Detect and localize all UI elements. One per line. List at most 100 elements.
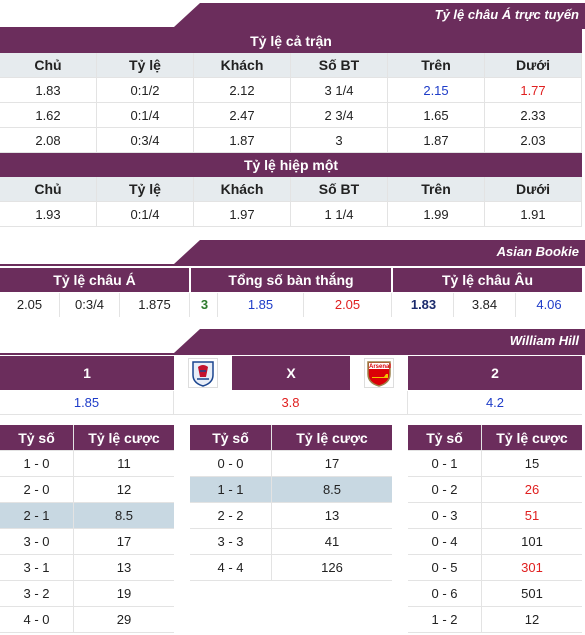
- odds-cell: 8.5: [114, 508, 134, 523]
- banner-divider: [0, 27, 585, 29]
- table-row: 4 - 0 29: [0, 607, 174, 633]
- col-header: Trên: [388, 177, 485, 202]
- odds-cell: 13: [324, 508, 340, 523]
- score-cell: 0 - 5: [408, 555, 482, 580]
- table-row: 0 - 6 501: [408, 581, 582, 607]
- odds-cell: 1.97: [194, 202, 291, 227]
- odds-cell: 51: [524, 508, 540, 523]
- score-cell: 0 - 2: [408, 477, 482, 502]
- score-cell: 1 - 2: [408, 607, 482, 632]
- odds-cell: 2.03: [485, 128, 582, 153]
- odds-cell: 29: [116, 612, 132, 627]
- odds-cell: 501: [521, 586, 543, 601]
- asian-live-banner: Tỷ lệ châu Á trực tuyến: [174, 3, 585, 27]
- odds-cell: 1.93: [0, 202, 97, 227]
- odds-cell: 0:3/4: [97, 128, 194, 153]
- odds-cell: 8.5: [322, 482, 342, 497]
- odds-cell: 15: [524, 456, 540, 471]
- odds-cell: 1.99: [388, 202, 485, 227]
- table-row: 1 - 1 8.5: [190, 477, 392, 503]
- score-cell: 0 - 3: [408, 503, 482, 528]
- score-cell: 3 - 3: [190, 529, 272, 554]
- odds-cell: 301: [521, 560, 543, 575]
- arsenal-crest-icon: Arsenal: [364, 358, 394, 388]
- table-row: 2 - 0 12: [0, 477, 174, 503]
- odds-header: Tỷ lệ cược: [88, 430, 160, 446]
- col-header: Khách: [194, 53, 291, 78]
- odds-cell: 19: [116, 586, 132, 601]
- table-row: 3 - 3 41: [190, 529, 392, 555]
- score-cell: 2 - 2: [190, 503, 272, 528]
- score-cell: 4 - 0: [0, 607, 74, 632]
- draw-score-table: Tỷ số Tỷ lệ cược 0 - 0 17 1 - 1 8.5 2 - 2 1…: [190, 425, 392, 581]
- odds-cell: 2.08: [0, 128, 97, 153]
- col-header: Dưới: [485, 177, 582, 202]
- table-row: 0 - 0 17: [190, 451, 392, 477]
- col-header: Dưới: [485, 53, 582, 78]
- away-score-table: Tỷ số Tỷ lệ cược 0 - 1 15 0 - 2 26 0 - 3 51…: [408, 425, 582, 633]
- bookie-asian-away: 1.875: [120, 293, 190, 317]
- score-cell: 0 - 1: [408, 451, 482, 476]
- odds-cell: 2.47: [194, 103, 291, 128]
- score-header: Tỷ số: [408, 425, 482, 450]
- william-hill-banner: William Hill: [174, 329, 585, 353]
- odds-cell: 1.77: [485, 78, 582, 103]
- score-cell: 4 - 4: [190, 555, 272, 580]
- odds-cell: 0:1/2: [97, 78, 194, 103]
- odds-cell: 3 1/4: [291, 78, 388, 103]
- odds-cell: 1 1/4: [291, 202, 388, 227]
- odds-cell: 41: [324, 534, 340, 549]
- odds-cell: 126: [321, 560, 343, 575]
- score-cell: 3 - 1: [0, 555, 74, 580]
- first-half-title: Tỷ lệ hiệp một: [0, 153, 582, 177]
- odds-cell: 1.87: [194, 128, 291, 153]
- odds-cell: 1.87: [388, 128, 485, 153]
- odds-cell: 1.91: [485, 202, 582, 227]
- col-header: Tỷ lệ: [97, 177, 194, 202]
- wh-home-odds: 1.85: [0, 391, 174, 415]
- wh-home-label: 1: [0, 356, 174, 390]
- score-cell: 0 - 4: [408, 529, 482, 554]
- score-header-row: Tỷ số Tỷ lệ cược: [190, 425, 392, 451]
- table-row: 0 - 3 51: [408, 503, 582, 529]
- wh-draw-label: X: [232, 356, 350, 390]
- table-row: 3 - 1 13: [0, 555, 174, 581]
- table-row: 2 - 1 8.5: [0, 503, 174, 529]
- odds-cell: 2.33: [485, 103, 582, 128]
- bookie-asian-line: 0:3/4: [60, 293, 120, 317]
- bookie-goals-header: Tổng số bàn thắng: [191, 268, 391, 292]
- odds-cell: 17: [324, 456, 340, 471]
- asian-bookie-banner: Asian Bookie: [174, 240, 585, 264]
- score-cell: 1 - 0: [0, 451, 74, 476]
- table-row: 3 - 0 17: [0, 529, 174, 555]
- score-cell: 2 - 1: [0, 503, 74, 528]
- col-header: Khách: [194, 177, 291, 202]
- score-cell: 2 - 0: [0, 477, 74, 502]
- full-match-title: Tỷ lệ cả trận: [0, 29, 582, 53]
- score-cell: 0 - 6: [408, 581, 482, 606]
- table-row: 1 - 2 12: [408, 607, 582, 633]
- odds-cell: 101: [521, 534, 543, 549]
- bookie-euro-draw: 3.84: [454, 293, 516, 317]
- odds-cell: 12: [116, 482, 132, 497]
- bookie-goals-line: 3: [192, 293, 218, 317]
- bookie-euro-header: Tỷ lệ châu Âu: [393, 268, 582, 292]
- crystal-palace-crest-icon: [188, 358, 218, 388]
- arsenal-crest-text: Arsenal: [368, 364, 391, 370]
- odds-cell: 1.62: [0, 103, 97, 128]
- wh-away-label: 2: [408, 356, 582, 390]
- col-header: Chủ: [0, 53, 97, 78]
- score-header: Tỷ số: [190, 425, 272, 450]
- odds-cell: 1.65: [388, 103, 485, 128]
- table-row: 4 - 4 126: [190, 555, 392, 581]
- wh-away-odds: 4.2: [408, 391, 582, 415]
- table-row: 0 - 2 26: [408, 477, 582, 503]
- odds-header: Tỷ lệ cược: [496, 430, 568, 446]
- bookie-asian-home: 2.05: [0, 293, 60, 317]
- score-header: Tỷ số: [0, 425, 74, 450]
- odds-cell: 17: [116, 534, 132, 549]
- col-header: Số BT: [291, 177, 388, 202]
- table-row: 3 - 2 19: [0, 581, 174, 607]
- odds-cell: 11: [117, 456, 131, 471]
- bookie-goals-over: 1.85: [218, 293, 304, 317]
